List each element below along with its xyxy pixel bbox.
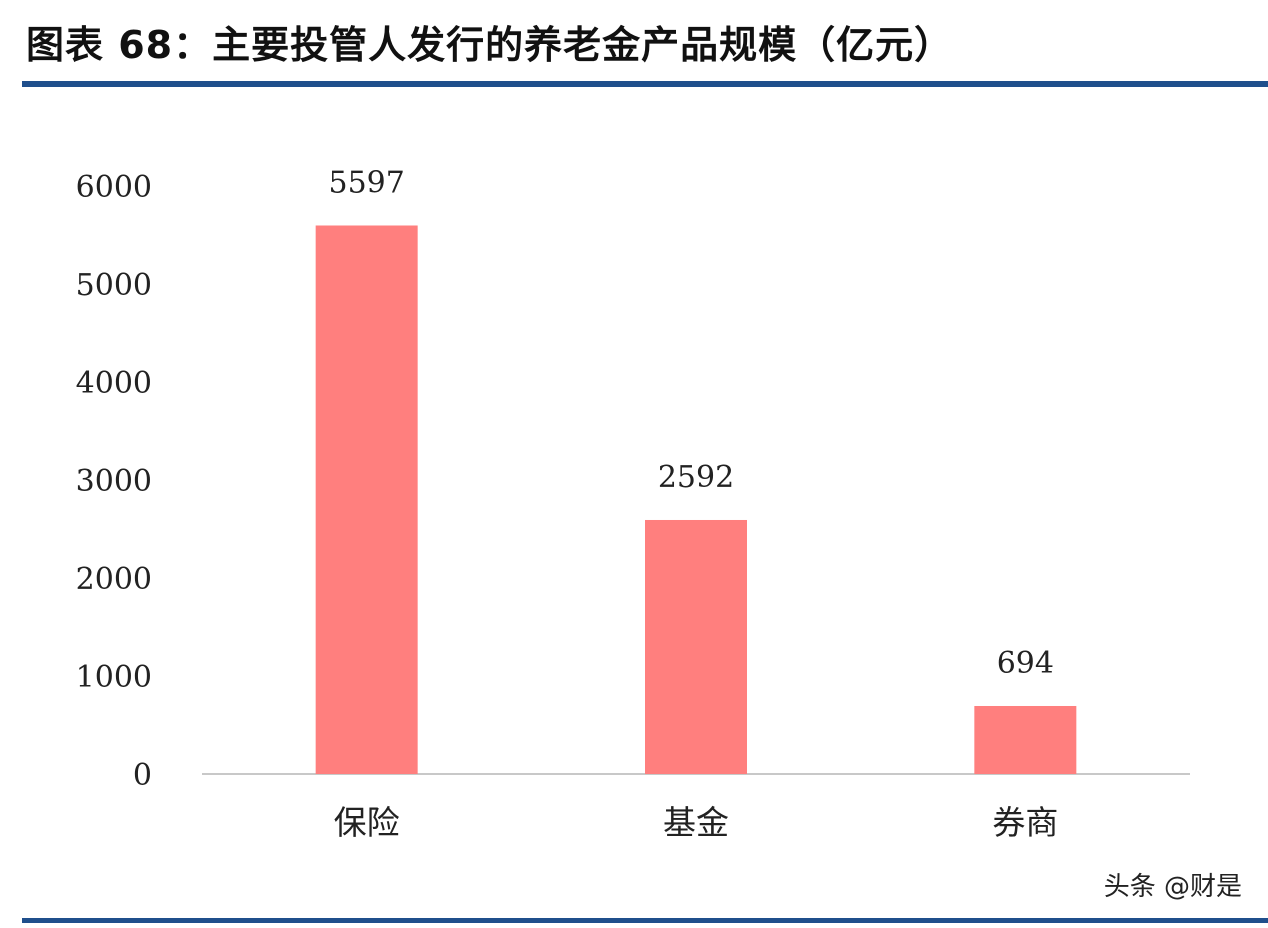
y-axis-ticks: 0 1000 2000 3000 4000 5000 6000 bbox=[76, 170, 152, 793]
bar bbox=[315, 225, 418, 774]
y-tick-label: 6000 bbox=[76, 170, 152, 205]
top-rule bbox=[22, 81, 1268, 87]
x-tick-label: 券商 bbox=[992, 803, 1058, 842]
x-axis-labels: 保险 基金 券商 bbox=[334, 803, 1059, 842]
y-tick-label: 0 bbox=[133, 758, 152, 793]
y-tick-label: 5000 bbox=[76, 268, 152, 303]
bar bbox=[974, 705, 1077, 774]
y-tick-label: 4000 bbox=[76, 366, 152, 401]
bottom-rule bbox=[22, 918, 1268, 923]
data-labels: 5597 2592 694 bbox=[328, 165, 1053, 680]
x-tick-label: 基金 bbox=[663, 803, 729, 842]
y-tick-label: 1000 bbox=[76, 660, 152, 695]
chart-title: 图表 68：主要投管人发行的养老金产品规模（亿元） bbox=[26, 23, 954, 67]
data-label: 5597 bbox=[328, 165, 404, 200]
watermark: 头条 @财是 bbox=[1103, 872, 1242, 902]
bar bbox=[645, 519, 747, 774]
bars bbox=[315, 225, 1077, 774]
y-tick-label: 3000 bbox=[76, 464, 152, 499]
x-tick-label: 保险 bbox=[334, 803, 400, 842]
data-label: 694 bbox=[997, 646, 1054, 681]
y-tick-label: 2000 bbox=[76, 562, 152, 597]
data-label: 2592 bbox=[658, 460, 734, 495]
